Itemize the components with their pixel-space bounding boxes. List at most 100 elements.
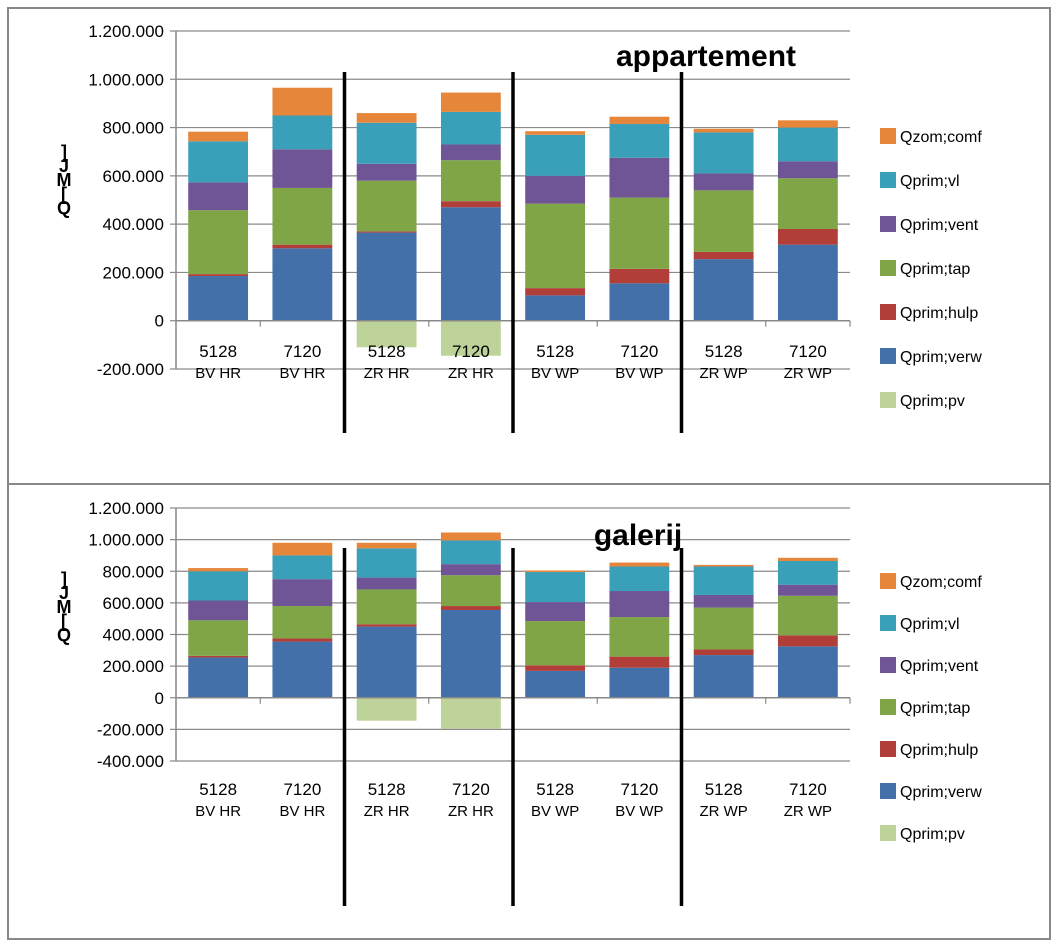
bar-segment-qzom-comf xyxy=(693,564,754,567)
bar-segment-qprim-tap xyxy=(609,197,670,269)
x-category-name: ZR WP xyxy=(699,803,747,820)
x-category-name: ZR HR xyxy=(448,365,494,382)
bar-segment-qprim-vl xyxy=(356,548,417,578)
bar-segment-qprim-tap xyxy=(272,187,333,245)
y-tick-label: 200.000 xyxy=(103,657,164,676)
legend-label: Qprim;pv xyxy=(900,393,965,410)
legend-item: Qprim;pv xyxy=(880,825,965,843)
legend-label: Qprim;hulp xyxy=(900,305,978,322)
x-category-number: 5128 xyxy=(705,342,743,361)
y-tick-label: 600.000 xyxy=(103,594,164,613)
legend-swatch xyxy=(880,392,896,408)
legend-swatch xyxy=(880,260,896,276)
bar-segment-qprim-vl xyxy=(440,111,501,145)
bar-segment-qprim-vent xyxy=(777,584,838,596)
legend-item: Qprim;hulp xyxy=(880,741,978,759)
legend-swatch xyxy=(880,657,896,673)
legend-label: Qzom;comf xyxy=(900,129,982,146)
bar-segment-qprim-vl xyxy=(609,566,670,592)
y-axis-label: ] J M[Q xyxy=(57,569,72,645)
bar-segment-qprim-pv xyxy=(440,697,501,729)
bar-segment-qprim-hulp xyxy=(777,635,838,647)
legend-swatch xyxy=(880,615,896,631)
bar-segment-qprim-verw xyxy=(777,646,838,698)
bar-segment-qprim-vl xyxy=(777,127,838,162)
bar-segment-qprim-vent xyxy=(188,182,249,211)
y-tick-label: 400.000 xyxy=(103,215,164,234)
chart-title: appartement xyxy=(616,40,796,73)
bar-segment-qzom-comf xyxy=(272,542,333,556)
legend-item: Qzom;comf xyxy=(880,128,982,146)
legend-swatch xyxy=(880,741,896,757)
bar-segment-qprim-hulp xyxy=(525,288,586,296)
legend-label: Qprim;pv xyxy=(900,826,965,843)
bar-segment-qprim-vl xyxy=(188,571,249,601)
bar-segment-qprim-tap xyxy=(693,607,754,650)
bar-segment-qzom-comf xyxy=(777,557,838,561)
x-category-number: 7120 xyxy=(452,342,490,361)
bar-segment-qprim-vl xyxy=(188,141,249,183)
legend-swatch xyxy=(880,825,896,841)
bar-segment-qprim-tap xyxy=(188,210,249,275)
bar-segment-qprim-vent xyxy=(356,163,417,181)
bar-segment-qzom-comf xyxy=(693,128,754,133)
bar-segment-qprim-tap xyxy=(777,595,838,636)
x-category-number: 5128 xyxy=(368,780,406,799)
bar-segment-qprim-vl xyxy=(693,132,754,174)
bar-segment-qprim-tap xyxy=(440,575,501,607)
bar-segment-qprim-vent xyxy=(693,173,754,191)
legend-swatch xyxy=(880,172,896,188)
bar-segment-qprim-tap xyxy=(525,203,586,289)
bar-segment-qprim-hulp xyxy=(440,606,501,610)
bar-segment-qprim-tap xyxy=(777,178,838,229)
bar-segment-qprim-verw xyxy=(693,655,754,698)
bar-segment-qprim-hulp xyxy=(188,655,249,658)
bar-segment-qprim-tap xyxy=(525,621,586,666)
y-tick-label: 800.000 xyxy=(103,119,164,138)
legend-item: Qprim;tap xyxy=(880,699,970,717)
bar-segment-qprim-vl xyxy=(609,123,670,158)
y-tick-label: 1.000.000 xyxy=(88,70,164,89)
legend-label: Qprim;hulp xyxy=(900,742,978,759)
x-category-name: BV HR xyxy=(279,803,325,820)
bar-segment-qprim-hulp xyxy=(609,268,670,284)
y-tick-label: 1.200.000 xyxy=(88,499,164,518)
bar-segment-qprim-tap xyxy=(272,606,333,639)
y-tick-label: -200.000 xyxy=(97,720,164,739)
chart-title: galerij xyxy=(594,519,682,552)
bar-segment-qprim-vl xyxy=(693,566,754,595)
y-tick-label: 600.000 xyxy=(103,167,164,186)
bar-segment-qprim-verw xyxy=(609,283,670,321)
bar-segment-qprim-verw xyxy=(356,232,417,321)
x-category-name: BV WP xyxy=(615,365,663,382)
bar-segment-qprim-vent xyxy=(356,577,417,590)
bar-segment-qprim-vent xyxy=(440,144,501,161)
bar-segment-qprim-vent xyxy=(272,579,333,607)
legend-label: Qprim;verw xyxy=(900,784,982,801)
chart-panel-galerij: -400.000 -200.000 0 200.000 400.000 600.000 80… xyxy=(7,483,1051,940)
bar-segment-qzom-comf xyxy=(609,562,670,567)
legend-swatch xyxy=(880,783,896,799)
y-tick-label: 0 xyxy=(155,312,164,331)
chart-panel-appartement: -200.000 0 200.000 400.000 600.000 800.000 1.0… xyxy=(7,7,1051,485)
bar-segment-qprim-vent xyxy=(188,600,249,621)
bar-segment-qprim-tap xyxy=(356,589,417,625)
bar-segment-qprim-pv xyxy=(440,320,501,356)
x-category-number: 7120 xyxy=(620,342,658,361)
x-category-name: ZR WP xyxy=(699,365,747,382)
x-category-number: 5128 xyxy=(199,780,237,799)
bar-segment-qzom-comf xyxy=(440,92,501,112)
legend-item: Qprim;tap xyxy=(880,260,970,278)
legend-label: Qprim;vent xyxy=(900,658,979,675)
x-category-number: 7120 xyxy=(789,342,827,361)
x-category-number: 5128 xyxy=(368,342,406,361)
y-tick-label: 800.000 xyxy=(103,562,164,581)
bar-segment-qprim-tap xyxy=(693,190,754,252)
legend-item: Qzom;comf xyxy=(880,573,982,591)
bar-segment-qprim-verw xyxy=(356,626,417,698)
x-category-name: ZR HR xyxy=(364,803,410,820)
bar-segment-qprim-vl xyxy=(356,122,417,164)
bar-segment-qprim-verw xyxy=(440,207,501,321)
legend-label: Qprim;vl xyxy=(900,616,960,633)
